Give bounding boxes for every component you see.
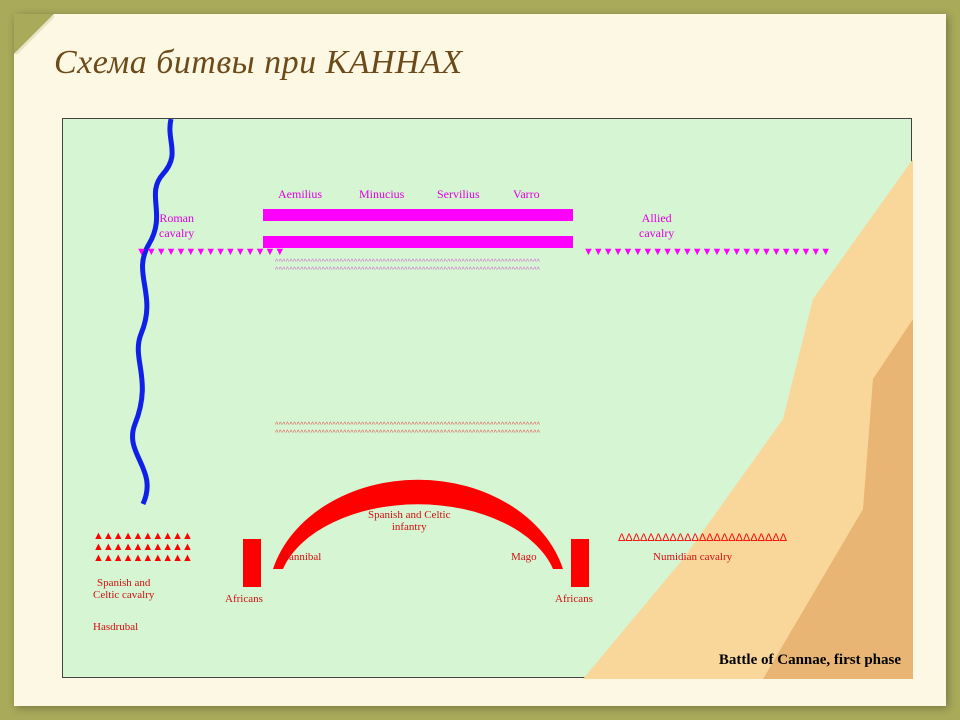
roman-cav-triangles-right: ▼▼▼▼▼▼▼▼▼▼▼▼▼▼▼▼▼▼▼▼▼▼▼▼▼ xyxy=(583,247,830,258)
battle-map: Aemilius Minucius Servilius Varro Roman … xyxy=(62,118,912,678)
map-caption: Battle of Cannae, first phase xyxy=(719,652,901,669)
label-numidian-cav: Numidian cavalry xyxy=(653,551,732,563)
river xyxy=(133,119,173,504)
label-hasdrubal: Hasdrubal xyxy=(93,621,138,633)
label-mago: Mago xyxy=(511,551,537,563)
roman-infantry-bar-2 xyxy=(263,236,573,248)
carthage-skirmishers-1: ^^^^^^^^^^^^^^^^^^^^^^^^^^^^^^^^^^^^^^^^… xyxy=(275,422,540,429)
spanish-cav-triangles-3: ▲▲▲▲▲▲▲▲▲▲ xyxy=(93,553,192,564)
roman-cav-triangles-left: ▼▼▼▼▼▼▼▼▼▼▼▼▼▼▼ xyxy=(136,247,284,258)
label-spanish-cav: Spanish and Celtic cavalry xyxy=(93,577,154,601)
label-minucius: Minucius xyxy=(359,187,404,202)
carthage-skirmishers-2: ^^^^^^^^^^^^^^^^^^^^^^^^^^^^^^^^^^^^^^^^… xyxy=(275,430,540,437)
slide-paper: Схема битвы при КАННАХ Aemilius Minucius… xyxy=(14,14,946,706)
label-allied-cavalry: Allied cavalry xyxy=(639,211,674,241)
label-africans-left: Africans xyxy=(225,593,263,605)
slide-title: Схема битвы при КАННАХ xyxy=(54,44,463,82)
africans-bar-right xyxy=(571,539,589,587)
label-hannibal: Hannibal xyxy=(281,551,321,563)
label-varro: Varro xyxy=(513,187,540,202)
label-roman-cavalry: Roman cavalry xyxy=(159,211,194,241)
africans-bar-left xyxy=(243,539,261,587)
label-aemilius: Aemilius xyxy=(278,187,322,202)
label-crescent: Spanish and Celtic infantry xyxy=(368,509,451,533)
map-terrain xyxy=(63,119,913,679)
roman-skirmishers-2: ^^^^^^^^^^^^^^^^^^^^^^^^^^^^^^^^^^^^^^^^… xyxy=(275,267,540,274)
label-africans-right: Africans xyxy=(555,593,593,605)
roman-skirmishers-1: ^^^^^^^^^^^^^^^^^^^^^^^^^^^^^^^^^^^^^^^^… xyxy=(275,259,540,266)
numidian-cav-triangles: ΔΔΔΔΔΔΔΔΔΔΔΔΔΔΔΔΔΔΔΔΔΔΔ xyxy=(618,533,787,544)
label-servilius: Servilius xyxy=(437,187,480,202)
roman-infantry-bar-1 xyxy=(263,209,573,221)
